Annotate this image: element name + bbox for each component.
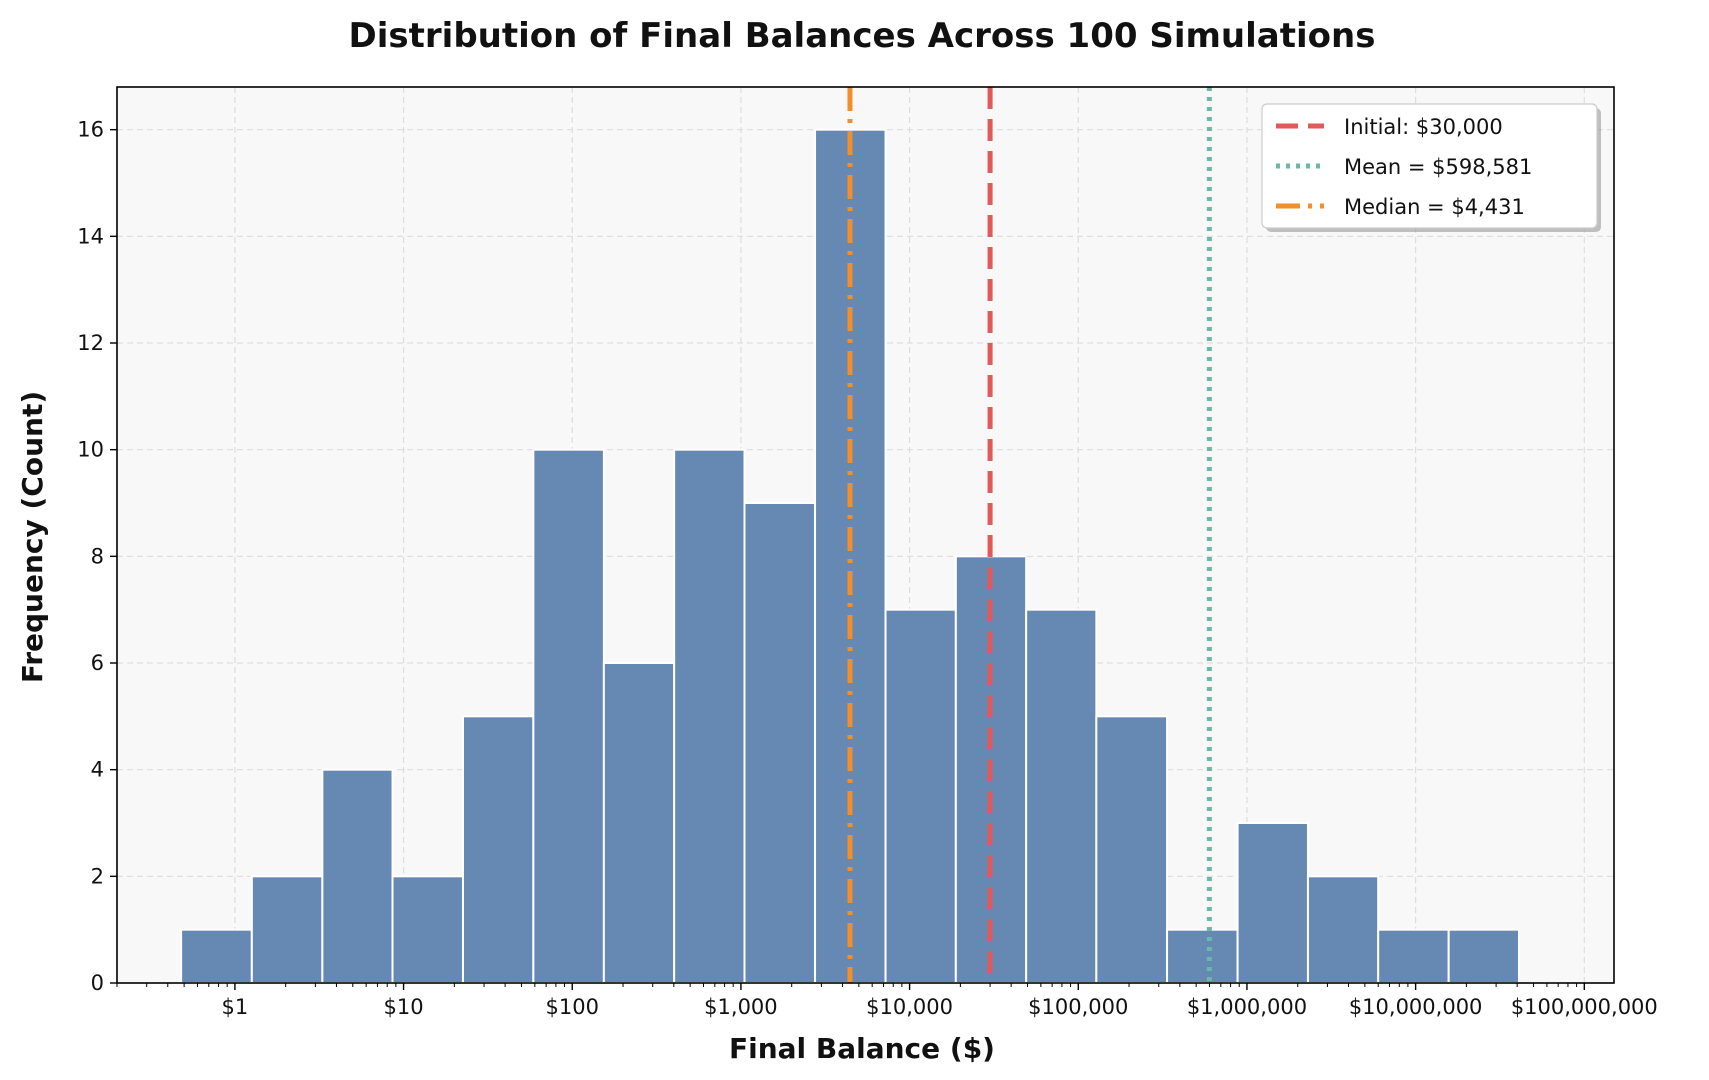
legend-entry-label: Initial: $30,000: [1344, 115, 1503, 139]
plot-area: 0 2 4 6 8 10 12 14 16 $1 $10 $100 $1,000 $10,000 $100,…: [77, 86, 1658, 1019]
histogram-bar: [391, 875, 464, 984]
y-axis-label: Frequency (Count): [16, 391, 49, 683]
histogram-bar: [1447, 928, 1520, 985]
histogram-bar: [743, 502, 817, 984]
histogram-bar: [1306, 875, 1380, 984]
histogram-bar: [1377, 928, 1450, 985]
x-tick-label: $1: [222, 995, 249, 1019]
x-tick-label: $1,000,000: [1187, 995, 1307, 1019]
histogram-bar: [1166, 928, 1239, 985]
histogram-bar: [673, 448, 746, 984]
histogram-bar: [1025, 608, 1098, 985]
y-tick-label: 14: [77, 224, 104, 248]
y-tick-label: 0: [91, 971, 104, 995]
histogram-bar: [1236, 822, 1309, 984]
x-axis-label: Final Balance ($): [729, 1032, 995, 1065]
legend-entry-label: Median = $4,431: [1344, 195, 1525, 219]
histogram-bar: [461, 715, 535, 984]
histogram-bar: [884, 608, 957, 985]
axes-frame: [116, 86, 1615, 984]
histogram-bar: [1095, 715, 1169, 984]
legend-box: [1261, 103, 1598, 229]
y-tick-label: 10: [77, 438, 104, 462]
x-tick-label: $100,000,000: [1511, 995, 1658, 1019]
legend-entry-label: Mean = $598,581: [1344, 155, 1532, 179]
histogram-bar: [532, 448, 605, 984]
chart-title: Distribution of Final Balances Across 10…: [349, 16, 1376, 56]
y-tick-label: 16: [77, 118, 104, 142]
y-tick-label: 2: [91, 864, 104, 888]
legend: Initial: $30,000 Mean = $598,581 Median = …: [1261, 103, 1601, 232]
histogram-bar: [321, 768, 394, 985]
y-tick-label: 4: [91, 758, 104, 782]
x-tick-label: $10,000,000: [1349, 995, 1483, 1019]
x-tick-label: $1,000: [704, 995, 777, 1019]
histogram-bar: [180, 928, 253, 985]
y-tick-label: 6: [91, 651, 104, 675]
y-tick-label: 8: [91, 544, 104, 568]
y-tick-label: 12: [77, 331, 104, 355]
x-tick-label: $10: [384, 995, 424, 1019]
x-tick-label: $100,000: [1028, 995, 1128, 1019]
x-tick-label: $10,000: [866, 995, 953, 1019]
histogram-bar: [250, 875, 324, 984]
histogram-bar: [602, 662, 676, 984]
x-tick-label: $100: [546, 995, 599, 1019]
